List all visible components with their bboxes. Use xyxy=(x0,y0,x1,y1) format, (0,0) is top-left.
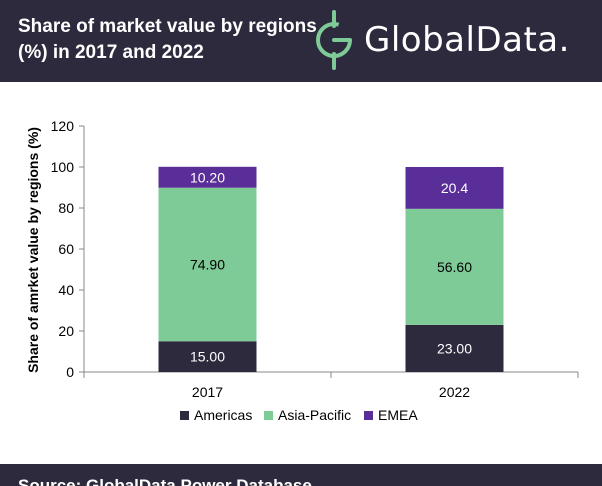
legend-label-emea: EMEA xyxy=(378,407,418,423)
data-label-americas: 15.00 xyxy=(190,349,225,365)
data-label-emea: 10.20 xyxy=(190,169,225,185)
x-tick-label: 2022 xyxy=(439,384,470,400)
logo-wordmark: GlobalData. xyxy=(364,20,570,60)
x-axis: 2017 2022 xyxy=(83,371,579,400)
y-tick-label: 100 xyxy=(51,159,75,175)
y-tick-label: 60 xyxy=(58,241,74,257)
globaldata-logo-icon xyxy=(316,10,352,70)
bar-americas-2017 xyxy=(158,341,257,372)
y-tick-label: 40 xyxy=(58,282,74,298)
y-axis-label: Share of amrket value by regions (%) xyxy=(25,127,41,373)
page-title: Share of market value by regions (%) in … xyxy=(18,16,317,63)
legend-swatch-emea xyxy=(364,411,373,420)
legend: Americas Asia-Pacific EMEA xyxy=(180,407,418,423)
data-label-americas: 23.00 xyxy=(437,340,472,356)
legend-swatch-asia-pacific xyxy=(264,411,273,420)
bar-americas-2022 xyxy=(405,324,504,372)
globaldata-logo: GlobalData. xyxy=(312,10,594,70)
legend-swatch-americas xyxy=(180,411,189,420)
header-bar: Share of market value by regions (%) in … xyxy=(0,0,602,82)
source-note: Source: GlobalData Power Database xyxy=(18,476,312,486)
y-tick-label: 20 xyxy=(58,323,74,339)
data-label-emea: 20.4 xyxy=(441,180,468,196)
y-tick-label: 80 xyxy=(58,200,74,216)
data-label-asia-pacific: 56.60 xyxy=(437,259,472,275)
stacked-bar-chart: 0 20 40 60 80 100 120 2017 2022 15.00 74.90 10.20… xyxy=(25,118,579,423)
y-tick-label: 0 xyxy=(66,364,74,380)
bar-asia-pacific-2022 xyxy=(405,208,504,325)
bar-emea-2017 xyxy=(158,166,257,188)
x-tick-label: 2017 xyxy=(192,384,223,400)
legend-label-asia-pacific: Asia-Pacific xyxy=(278,407,351,423)
legend-label-americas: Americas xyxy=(194,407,252,423)
footer-bar: Source: GlobalData Power Database xyxy=(0,464,602,486)
bar-emea-2022 xyxy=(405,167,504,209)
y-tick-label: 120 xyxy=(51,118,75,134)
data-label-asia-pacific: 74.90 xyxy=(190,256,225,272)
bar-asia-pacific-2017 xyxy=(158,187,257,342)
bar-series: 15.00 74.90 10.20 23.00 56.60 20.4 xyxy=(158,166,504,372)
y-axis: 0 20 40 60 80 100 120 xyxy=(51,118,85,380)
